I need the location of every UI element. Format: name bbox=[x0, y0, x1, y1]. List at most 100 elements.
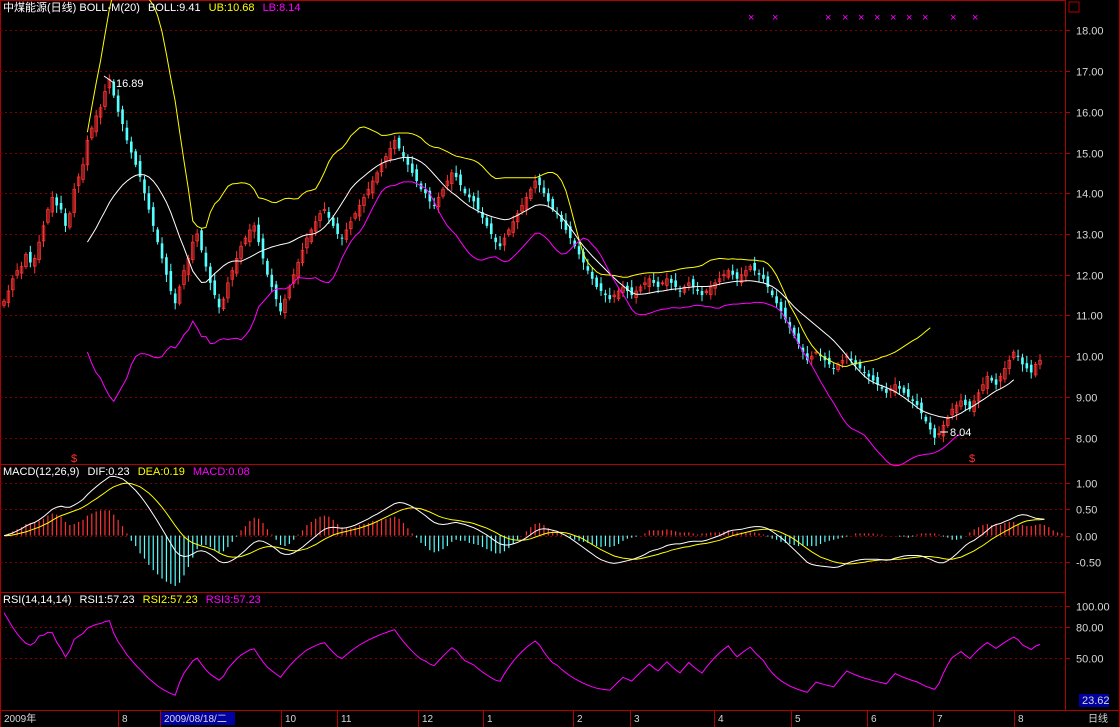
candle-body bbox=[709, 286, 713, 296]
candle-body bbox=[2, 300, 6, 306]
candle-body bbox=[726, 270, 731, 278]
candle-body bbox=[392, 139, 397, 149]
candle-body bbox=[204, 252, 208, 267]
candle-body bbox=[691, 279, 695, 287]
candle-body bbox=[160, 243, 164, 259]
candle-body bbox=[717, 278, 722, 283]
date-label: 8 bbox=[122, 714, 128, 725]
candle-body bbox=[494, 237, 497, 243]
rsi-line bbox=[3, 612, 1041, 696]
candle-body bbox=[410, 163, 414, 173]
candle-body bbox=[652, 280, 656, 283]
candle-body bbox=[555, 213, 559, 215]
signal-marker-1: $ bbox=[71, 453, 77, 465]
candle-body bbox=[173, 293, 177, 304]
candle-body bbox=[941, 425, 946, 437]
macd-tick-label: 0.00 bbox=[1076, 532, 1097, 544]
candle-body bbox=[182, 270, 186, 285]
candle-body bbox=[243, 237, 248, 245]
candle-body bbox=[797, 333, 800, 344]
candle-body bbox=[643, 282, 647, 285]
candle-body bbox=[849, 358, 853, 361]
candle-body bbox=[810, 355, 814, 360]
candle-body bbox=[191, 241, 195, 261]
candle-body bbox=[1025, 363, 1029, 369]
rsi-legend: RSI(14,14,14) RSI1:57.23 RSI2:57.23 RSI3… bbox=[3, 594, 261, 606]
signal-x-marker: × bbox=[906, 12, 912, 24]
candle-body bbox=[239, 245, 243, 259]
candle-body bbox=[902, 387, 906, 393]
candle-body bbox=[64, 213, 67, 226]
candle-body bbox=[37, 241, 41, 261]
macd-tick-label: -0.50 bbox=[1076, 558, 1101, 570]
candle-body bbox=[476, 197, 480, 210]
candle-body bbox=[511, 221, 515, 233]
candle-body bbox=[573, 240, 576, 247]
candle-body bbox=[327, 212, 331, 218]
candle-body bbox=[784, 307, 787, 320]
candle-body bbox=[415, 169, 418, 182]
candle-body bbox=[234, 258, 239, 274]
candle-body bbox=[647, 278, 652, 287]
candle-body bbox=[459, 174, 462, 186]
candle-body bbox=[704, 290, 709, 294]
candle-body bbox=[29, 251, 32, 263]
candle-body bbox=[854, 360, 857, 365]
candle-body bbox=[371, 180, 375, 194]
candle-body bbox=[1011, 351, 1016, 359]
candle-body bbox=[551, 198, 555, 210]
candle-body bbox=[138, 161, 142, 177]
window-restore-button[interactable] bbox=[1068, 1, 1080, 13]
candle-body bbox=[213, 280, 217, 296]
candle-body bbox=[248, 229, 252, 243]
date-label: 4 bbox=[718, 714, 724, 725]
candle-body bbox=[937, 433, 941, 435]
candle-body bbox=[806, 353, 809, 361]
candle-body bbox=[889, 388, 893, 391]
candle-body bbox=[893, 384, 897, 393]
candle-body bbox=[436, 196, 441, 208]
rsi-cursor-value: 23.62 bbox=[1082, 695, 1110, 707]
macd-dea-line bbox=[4, 482, 1045, 565]
candle-body bbox=[762, 274, 765, 279]
price-legend-ub: UB:10.68 bbox=[209, 2, 255, 14]
candle-body bbox=[340, 237, 344, 239]
price-tick-label: 10.00 bbox=[1076, 352, 1104, 364]
candle-body bbox=[349, 221, 353, 230]
candle-body bbox=[700, 291, 704, 296]
candle-body bbox=[788, 321, 792, 328]
candle-body bbox=[309, 229, 314, 243]
candle-body bbox=[143, 179, 146, 194]
price-tick-label: 8.00 bbox=[1076, 434, 1097, 446]
max-price-pointer bbox=[103, 75, 115, 84]
candle-body bbox=[968, 401, 972, 410]
candle-body bbox=[586, 266, 590, 271]
candle-body bbox=[50, 196, 55, 213]
boll-mid-band-line bbox=[86, 156, 1015, 419]
candle-body bbox=[792, 327, 796, 336]
candle-body bbox=[6, 290, 11, 303]
candle-body bbox=[582, 251, 585, 263]
boll-upper-band-line bbox=[86, 0, 931, 367]
candle-body bbox=[125, 127, 129, 141]
signal-x-marker: × bbox=[922, 12, 928, 24]
rsi-tick-label: 80.00 bbox=[1076, 623, 1104, 635]
candle-body bbox=[353, 213, 357, 219]
candle-body bbox=[112, 81, 116, 96]
candle-body bbox=[72, 188, 76, 213]
signal-x-marker: × bbox=[874, 12, 880, 24]
candle-body bbox=[964, 399, 967, 406]
candle-body bbox=[322, 209, 327, 211]
candle-body bbox=[950, 408, 954, 416]
macd-legend-macd: MACD:0.08 bbox=[193, 466, 250, 478]
signal-x-marker: × bbox=[858, 12, 864, 24]
candle-body bbox=[406, 157, 410, 165]
candle-body bbox=[375, 172, 379, 183]
candle-body bbox=[489, 223, 493, 234]
date-label: 11 bbox=[341, 714, 352, 725]
candle-body bbox=[344, 229, 349, 240]
candle-body bbox=[362, 196, 366, 206]
candle-body bbox=[779, 302, 783, 312]
candle-body bbox=[19, 266, 24, 274]
